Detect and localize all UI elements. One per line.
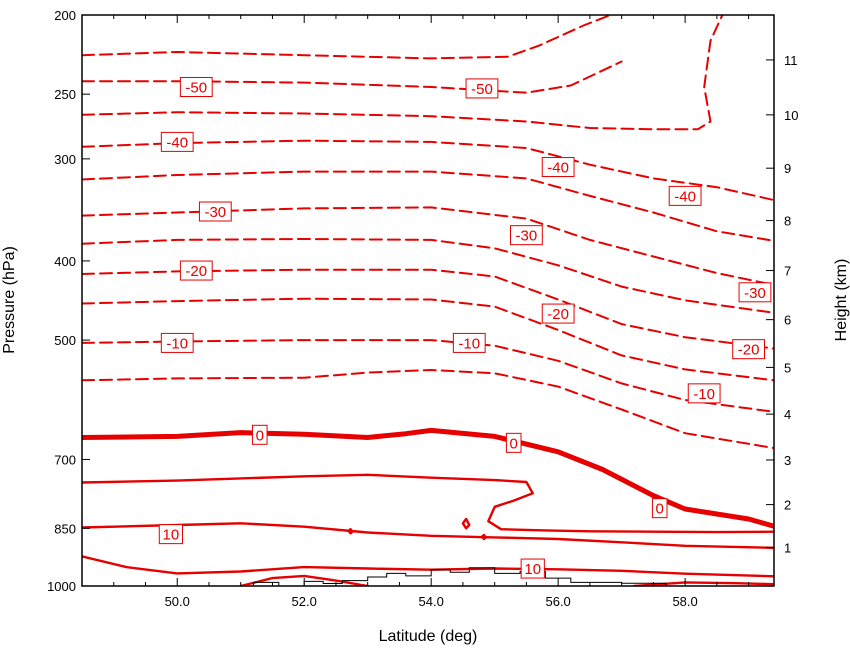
- y-tick-label-6: 850: [54, 521, 76, 536]
- contour-label-15: 0: [510, 435, 518, 452]
- y2-tick-label-6: 7: [784, 264, 791, 279]
- y-tick-label-2: 300: [54, 152, 76, 167]
- contour-line-4: [82, 170, 774, 242]
- contour-line-1: [82, 60, 623, 94]
- y2-tick-label-8: 9: [784, 161, 791, 176]
- contour-line-13: [82, 522, 774, 549]
- y-axis-title: Pressure (hPa): [1, 246, 18, 354]
- y2-tick-label-2: 3: [784, 453, 791, 468]
- contour-line-6: [82, 238, 774, 314]
- contour-line-19: [347, 528, 354, 535]
- contour-label-box-2: [160, 131, 194, 152]
- contour-line-17: [461, 517, 471, 530]
- contour-label-16: 0: [656, 501, 664, 518]
- contour-label-box-17: [158, 524, 183, 545]
- contour-line-10: [82, 369, 774, 450]
- contour-label-7: -30: [744, 285, 766, 302]
- contour-label-box-6: [510, 225, 543, 246]
- contour-label-box-5: [198, 201, 232, 222]
- x-tick-label-2: 54.0: [419, 594, 444, 609]
- contour-label-11: -10: [166, 335, 188, 352]
- contour-labels: -50 -50 -40 -40 -40 -30 -30 -30 -20 -20 -20 -10 -10 -…: [158, 76, 772, 579]
- contour-label-0: -50: [185, 79, 207, 96]
- contour-label-9: -20: [547, 306, 569, 323]
- contour-label-13: -10: [693, 386, 715, 403]
- contour-label-17: 10: [163, 527, 180, 544]
- y2-tick-label-4: 5: [784, 360, 791, 375]
- contour-label-box-15: [505, 432, 522, 453]
- x-tick-label-0: 50.0: [165, 594, 190, 609]
- y2-tick-label-10: 11: [784, 53, 798, 68]
- contour-line-0: [82, 15, 614, 60]
- contour-line-14: [82, 555, 774, 578]
- y2-tick-label-0: 1: [784, 540, 791, 555]
- contour-label-12: -10: [458, 335, 480, 352]
- contour-line-16: [633, 581, 774, 586]
- y-tick-label-5: 700: [54, 452, 76, 467]
- contour-label-box-0: [179, 76, 213, 97]
- y-tick-label-3: 400: [54, 254, 76, 269]
- axes: 50.0 52.0 54.0 56.0 58.020025030040050070085…: [47, 8, 798, 609]
- contour-label-box-10: [732, 339, 766, 360]
- plot-frame: [81, 14, 775, 587]
- contour-label-box-9: [541, 303, 575, 324]
- y2-tick-label-3: 4: [784, 407, 791, 422]
- x-tick-label-3: 56.0: [545, 594, 570, 609]
- y-tick-label-1: 250: [54, 87, 76, 102]
- contour-line-11: [82, 427, 774, 529]
- y2-tick-label-9: 10: [784, 108, 798, 123]
- contour-label-18: 10: [524, 561, 541, 578]
- contour-label-14: 0: [256, 427, 264, 444]
- contour-label-box-13: [687, 383, 721, 404]
- x-axis-title: Latitude (deg): [379, 628, 478, 645]
- contour-label-8: -20: [185, 263, 207, 280]
- y2-tick-label-7: 8: [784, 214, 791, 229]
- contour-label-3: -40: [547, 160, 569, 177]
- contour-line-9: [82, 339, 774, 413]
- y-tick-label-0: 200: [54, 8, 76, 23]
- contour-line-3: [82, 139, 774, 202]
- contour-line-15: [239, 574, 369, 586]
- y2-axis-title: Height (km): [833, 259, 850, 342]
- y2-tick-label-1: 2: [784, 498, 791, 513]
- contour-label-5: -30: [204, 204, 226, 221]
- contour-line-8: [82, 297, 774, 382]
- contour-label-10: -20: [738, 342, 760, 359]
- x-tick-label-1: 52.0: [292, 594, 317, 609]
- contour-label-box-14: [251, 424, 268, 445]
- contour-label-box-12: [452, 332, 486, 353]
- x-tick-label-4: 58.0: [672, 594, 697, 609]
- contour-label-box-16: [651, 498, 668, 519]
- contour-line-12: [82, 473, 774, 534]
- contour-label-box-7: [738, 282, 772, 303]
- contour-label-box-8: [179, 260, 213, 281]
- y2-tick-label-5: 6: [784, 313, 791, 328]
- contour-line-18: [480, 533, 487, 541]
- contour-lines: [82, 15, 774, 586]
- y-tick-label-7: 1000: [47, 579, 76, 594]
- contour-label-1: -50: [471, 81, 493, 98]
- contour-label-6: -30: [516, 228, 538, 245]
- contour-label-4: -40: [674, 188, 696, 205]
- contour-label-box-3: [541, 157, 575, 178]
- contour-label-box-1: [465, 78, 499, 99]
- contour-label-box-4: [668, 185, 702, 206]
- contour-label-2: -40: [166, 134, 188, 151]
- contour-label-box-11: [160, 332, 194, 353]
- contour-line-7: [82, 268, 774, 350]
- y-tick-label-4: 500: [54, 333, 76, 348]
- contour-line-2: [82, 15, 724, 131]
- contour-label-box-18: [520, 558, 545, 579]
